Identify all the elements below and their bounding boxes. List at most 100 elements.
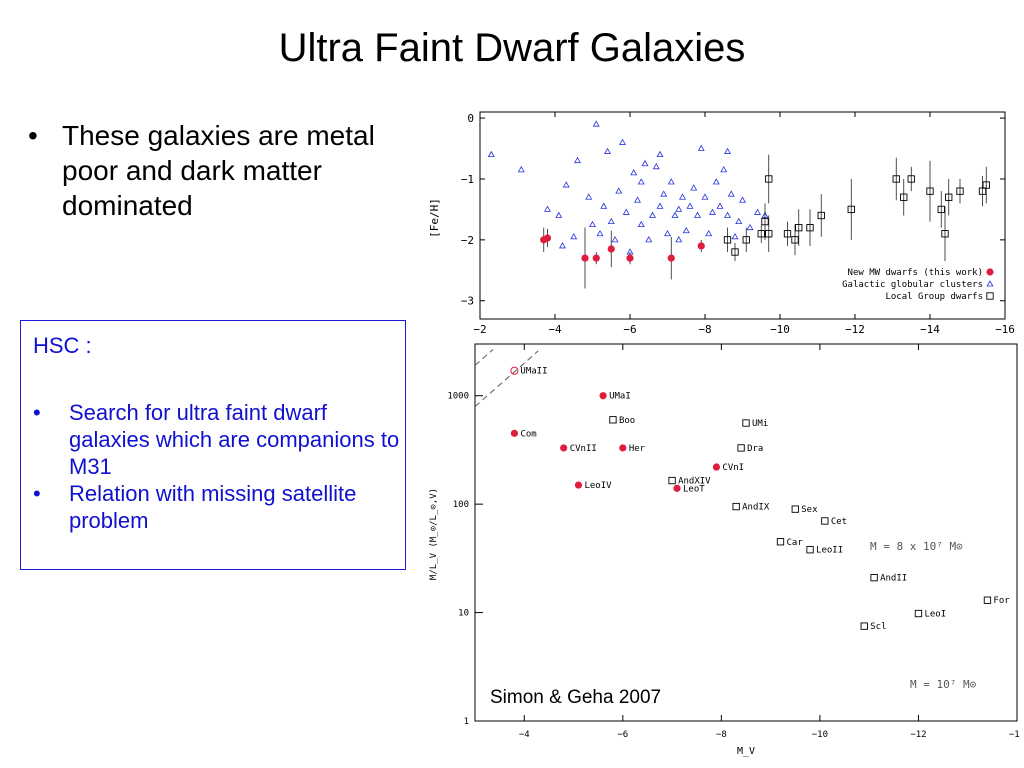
data-point <box>510 366 519 375</box>
data-point <box>986 268 994 276</box>
hsc-title: HSC : <box>33 333 92 358</box>
x-tick-label: −12 <box>845 323 865 336</box>
legend-label: New MW dwarfs (this work) <box>848 268 983 278</box>
x-tick-label: −6 <box>623 323 636 336</box>
bullet-item: • These galaxies are metal poor and dark… <box>28 118 388 223</box>
annotation: M = 8 x 10⁷ M⊙ <box>870 540 963 553</box>
data-point <box>671 211 679 218</box>
data-point <box>724 147 731 154</box>
point-label: CVnII <box>570 444 597 454</box>
data-point <box>626 248 634 255</box>
data-point <box>562 181 570 188</box>
bullet-list: • These galaxies are metal poor and dark… <box>28 118 388 223</box>
data-point <box>914 609 923 618</box>
point-label: LeoI <box>924 610 946 620</box>
data-point <box>543 234 552 242</box>
y-tick-label: 0 <box>467 112 474 125</box>
x-tick-label: −12 <box>910 730 926 740</box>
bullet-glyph: • <box>33 481 41 507</box>
data-point <box>978 187 987 195</box>
data-point <box>641 159 649 167</box>
data-point <box>716 202 724 209</box>
data-point <box>589 220 596 228</box>
data-point <box>600 202 608 209</box>
data-point <box>656 150 664 158</box>
data-point <box>682 226 690 234</box>
data-point <box>656 202 664 209</box>
point-label: UMi <box>752 419 768 429</box>
hsc-item: • Search for ultra faint dwarf galaxies … <box>33 399 403 480</box>
data-point <box>604 147 611 154</box>
data-point <box>637 220 645 228</box>
data-point <box>697 144 705 151</box>
data-point <box>649 211 656 218</box>
data-point <box>510 429 519 437</box>
data-point <box>757 230 765 238</box>
data-point <box>709 208 716 215</box>
data-point <box>634 196 641 203</box>
bullet-text: These galaxies are metal poor and dark m… <box>62 120 375 221</box>
data-point <box>555 211 563 218</box>
mass-to-light-chart: −4 −6 −8 −10 −12 −14 1 10 100 1000 UMaII UMaI Com CV… <box>429 343 1020 757</box>
data-point <box>667 178 675 185</box>
data-point <box>686 202 694 209</box>
y-tick-label: 1 <box>464 717 469 727</box>
data-point <box>645 236 653 243</box>
data-point <box>607 217 615 224</box>
point-label: Car <box>786 538 803 548</box>
data-point <box>690 184 698 191</box>
data-point <box>986 280 994 287</box>
data-point <box>817 211 825 220</box>
point-label: Boo <box>619 416 635 426</box>
data-point <box>982 181 990 189</box>
data-point <box>560 444 568 452</box>
data-point <box>776 538 785 546</box>
legend-label: Galactic globular clusters <box>842 280 983 290</box>
point-label: UMaII <box>520 367 547 377</box>
x-tick-label: −10 <box>770 323 790 336</box>
data-point <box>941 230 949 238</box>
data-point <box>754 208 761 215</box>
data-point <box>619 444 627 452</box>
data-point <box>761 217 769 226</box>
data-point <box>667 254 675 262</box>
y-axis-label: M/L_V (M_⊙/L_⊙,V) <box>429 488 439 580</box>
hsc-list: • Search for ultra faint dwarf galaxies … <box>33 399 403 534</box>
data-point <box>765 230 773 238</box>
data-point <box>986 292 994 300</box>
y-tick-label: 10 <box>458 609 469 619</box>
hsc-box: HSC : • Search for ultra faint dwarf gal… <box>20 320 406 570</box>
point-label: AndIX <box>742 503 770 513</box>
hsc-item: • Relation with missing satellite proble… <box>33 480 403 534</box>
point-label: LeoII <box>816 546 843 556</box>
data-point <box>907 175 915 183</box>
point-label: Sex <box>801 505 818 515</box>
data-point <box>592 254 600 262</box>
data-point <box>945 193 953 201</box>
data-point <box>735 217 743 224</box>
data-point <box>742 419 750 427</box>
data-point <box>581 254 589 262</box>
data-point <box>746 223 754 231</box>
mass-contour <box>474 350 539 408</box>
plot-frame <box>479 111 1006 320</box>
x-tick-label: −14 <box>1009 730 1020 740</box>
point-label: UMaI <box>609 392 631 402</box>
point-label: Her <box>629 444 646 454</box>
slide-title: Ultra Faint Dwarf Galaxies <box>278 26 746 70</box>
data-point <box>806 546 814 554</box>
point-label: CVnI <box>722 463 744 473</box>
data-point <box>727 190 735 197</box>
data-point <box>679 193 686 200</box>
data-point <box>742 236 750 244</box>
data-point <box>673 484 681 492</box>
y-tick-label: −2 <box>461 234 474 247</box>
point-label: Com <box>520 429 536 439</box>
credit-label: Simon & Geha 2007 <box>490 687 661 708</box>
data-point <box>732 502 740 511</box>
x-tick-label: −4 <box>548 323 562 336</box>
x-tick-label: −2 <box>473 323 486 336</box>
data-point <box>956 187 964 195</box>
y-tick-label: 100 <box>453 500 469 510</box>
data-point <box>609 416 617 424</box>
